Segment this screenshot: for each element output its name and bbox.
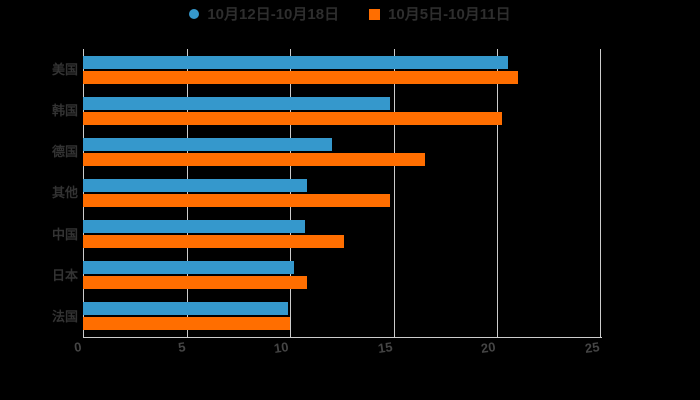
chart-legend: 10月12日-10月18日 10月5日-10月11日	[0, 4, 700, 24]
bar-series-2-其他	[83, 193, 390, 207]
x-tick-label: 25	[583, 339, 601, 356]
bar-group-3	[83, 131, 601, 172]
gridline-x-25	[600, 49, 601, 337]
bar-series-2-韩国	[83, 111, 502, 125]
x-tick-label: 15	[376, 339, 394, 356]
x-axis-line	[83, 337, 602, 338]
bar-series-2-美国	[83, 70, 519, 84]
x-tick-label: 20	[480, 339, 497, 356]
category-label: 中国	[51, 226, 78, 242]
y-axis-labels: 美国韩国德国其他中国日本法国	[0, 49, 78, 337]
bar-series-2-德国	[83, 152, 425, 166]
x-tick-label: 0	[73, 339, 83, 355]
x-tick-label: 5	[176, 339, 186, 355]
bar-series-1-法国	[83, 302, 289, 316]
category-label: 日本	[51, 267, 78, 283]
bar-series-2-法国	[83, 317, 291, 331]
gridline-x-5	[186, 49, 188, 337]
gridline-x-10	[290, 49, 292, 337]
bar-series-1-韩国	[83, 96, 390, 110]
bar-group-5	[83, 214, 601, 255]
bar-group-6	[83, 255, 601, 296]
bar-series-2-日本	[83, 276, 307, 290]
plot-area	[83, 49, 602, 338]
category-label: 法国	[51, 308, 78, 324]
bar-group-7	[83, 296, 601, 337]
legend-label: 10月12日-10月18日	[207, 5, 340, 23]
bar-series-2-中国	[83, 235, 345, 249]
category-label: 其他	[51, 185, 78, 201]
gridline-x-15	[393, 49, 395, 337]
bar-series-1-中国	[83, 220, 305, 234]
legend-circle-icon	[189, 9, 200, 19]
legend-square-icon	[369, 8, 381, 20]
bar-series-1-其他	[83, 178, 307, 192]
category-label: 德国	[51, 144, 78, 160]
bar-group-4	[83, 172, 601, 213]
bar-series-1-日本	[83, 261, 295, 275]
gridline-x-20	[497, 49, 499, 337]
category-label: 美国	[51, 62, 78, 78]
x-tick-label: 10	[273, 339, 290, 356]
bar-group-1	[83, 49, 601, 90]
bar-series-1-德国	[83, 137, 332, 151]
bar-group-2	[83, 90, 601, 131]
legend-label: 10月5日-10月11日	[388, 5, 511, 23]
bar-series-1-美国	[83, 55, 508, 69]
category-label: 韩国	[51, 103, 78, 119]
legend-item-series-2[interactable]: 10月5日-10月11日	[369, 7, 511, 22]
legend-item-series-1[interactable]: 10月12日-10月18日	[189, 7, 339, 22]
gridline-x-0	[83, 49, 84, 337]
x-axis-tick-labels: 0 5 10 15 20 25	[0, 339, 700, 364]
